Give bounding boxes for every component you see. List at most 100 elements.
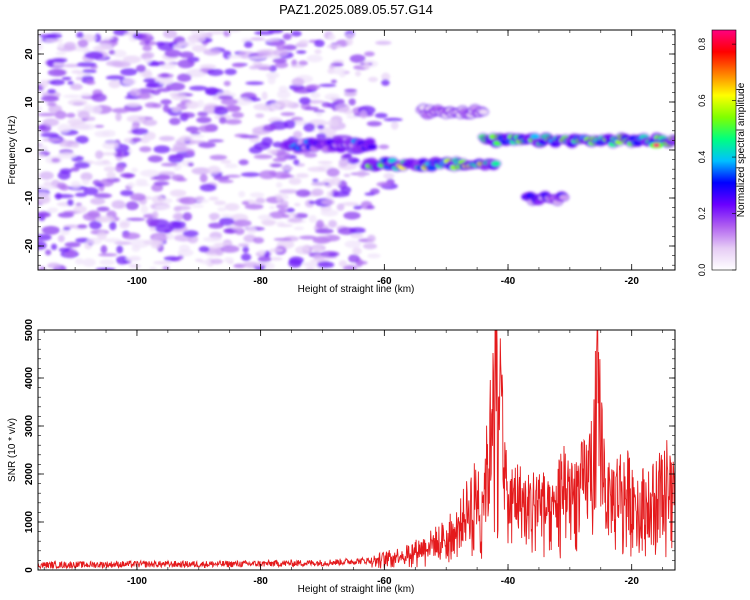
- y-tick-label: 1000: [24, 510, 35, 533]
- x-tick-label: -80: [253, 576, 268, 587]
- heatmap-cell: [203, 236, 222, 242]
- heatmap-cell: [288, 258, 303, 268]
- heatmap-cell: [73, 205, 87, 214]
- heatmap-cell: [127, 182, 135, 188]
- heatmap-cell: [233, 97, 253, 106]
- heatmap-cell: [383, 117, 403, 122]
- heatmap-cell: [367, 144, 377, 150]
- heatmap-cell: [194, 258, 203, 263]
- heatmap-cell: [190, 30, 205, 36]
- x-tick-label: -20: [624, 576, 639, 587]
- heatmap-cell: [151, 211, 159, 220]
- heatmap-cell: [237, 243, 250, 248]
- heatmap-cell: [220, 98, 238, 106]
- heatmap-cell: [169, 92, 179, 97]
- heatmap-cell: [89, 220, 102, 230]
- heatmap-cell: [46, 59, 54, 67]
- heatmap-cell: [177, 136, 194, 142]
- heatmap-cell: [115, 112, 122, 122]
- heatmap-cell: [172, 106, 181, 113]
- heatmap-cell: [305, 267, 315, 270]
- heatmap-cell: [341, 201, 359, 206]
- heatmap-cell: [276, 224, 294, 228]
- heatmap-cell: [267, 75, 276, 85]
- heatmap-cell: [241, 201, 250, 205]
- heatmap-cell: [321, 199, 335, 206]
- heatmap-cell: [207, 139, 224, 143]
- heatmap-cell: [38, 125, 47, 130]
- heatmap-cell: [181, 112, 196, 119]
- heatmap-cell: [238, 159, 249, 166]
- heatmap-cell: [38, 37, 43, 46]
- heatmap-cell: [172, 45, 183, 49]
- heatmap-cell: [298, 97, 311, 105]
- colorbar-tick-label: 0.0: [697, 264, 707, 277]
- heatmap-cell: [282, 44, 297, 51]
- heatmap-cell: [210, 258, 224, 265]
- heatmap-cell: [86, 237, 102, 245]
- heatmap-cell: [188, 134, 205, 138]
- heatmap-cell: [344, 153, 352, 158]
- heatmap-cell: [162, 104, 170, 113]
- heatmap-cell: [77, 224, 88, 229]
- heatmap-cell: [288, 217, 303, 223]
- heatmap-cell: [207, 68, 224, 76]
- heatmap-cell: [171, 221, 182, 228]
- heatmap-cell: [122, 78, 137, 86]
- heatmap-cell: [220, 159, 232, 164]
- heatmap-cell: [100, 245, 108, 254]
- heatmap-cell: [114, 241, 133, 245]
- heatmap-cell: [93, 193, 112, 199]
- heatmap-cell: [158, 61, 166, 65]
- heatmap-cell: [293, 202, 301, 207]
- heatmap-cell: [221, 213, 232, 218]
- heatmap-cell: [280, 200, 289, 207]
- heatmap-cell: [269, 211, 286, 219]
- heatmap-cell: [317, 160, 333, 165]
- heatmap-cell: [376, 181, 392, 187]
- heatmap-cell: [318, 126, 337, 136]
- heatmap-cell: [142, 70, 153, 79]
- heatmap-cell: [122, 232, 141, 240]
- heatmap-cell: [38, 211, 52, 218]
- heatmap-cell: [160, 162, 178, 167]
- heatmap-cell: [378, 144, 390, 150]
- y-tick-label: -10: [24, 190, 35, 205]
- heatmap-cell: [58, 247, 70, 253]
- heatmap-cell: [375, 40, 392, 46]
- heatmap-cell: [38, 112, 56, 117]
- heatmap-cell: [270, 163, 283, 168]
- heatmap-cell: [105, 75, 125, 81]
- heatmap-cell: [76, 31, 84, 39]
- heatmap-cell: [54, 193, 75, 199]
- heatmap-cell: [293, 212, 308, 219]
- heatmap-cell: [153, 260, 172, 265]
- heatmap-cell: [55, 51, 67, 56]
- heatmap-cell: [105, 60, 124, 67]
- heatmap-cell: [390, 121, 399, 130]
- heatmap-cell: [224, 163, 238, 169]
- heatmap-cell: [348, 254, 360, 263]
- heatmap-cell: [272, 171, 291, 179]
- heatmap-cell: [144, 102, 158, 108]
- heatmap-cell: [203, 48, 221, 56]
- heatmap-cell: [213, 107, 229, 116]
- heatmap-cell: [70, 83, 83, 90]
- heatmap-cell: [259, 170, 276, 180]
- colorbar-ticks: 0.0 0.2 0.4 0.6 0.8: [697, 38, 736, 276]
- heatmap-cell: [326, 44, 342, 49]
- heatmap-cell: [177, 59, 195, 69]
- heatmap-cell: [257, 250, 267, 254]
- heatmap-cell: [308, 200, 316, 205]
- heatmap-cell: [257, 214, 273, 221]
- heatmap-cell: [313, 109, 326, 113]
- heatmap-cell: [252, 237, 265, 244]
- heatmap-cell: [175, 177, 188, 182]
- heatmap-cell: [38, 266, 46, 270]
- heatmap-cell: [269, 40, 286, 46]
- heatmap-cell: [239, 135, 259, 139]
- heatmap-cell: [344, 240, 362, 249]
- heatmap-cell: [332, 67, 346, 75]
- snr-x-ticks: -100 -80 -60 -40 -20: [43, 330, 663, 587]
